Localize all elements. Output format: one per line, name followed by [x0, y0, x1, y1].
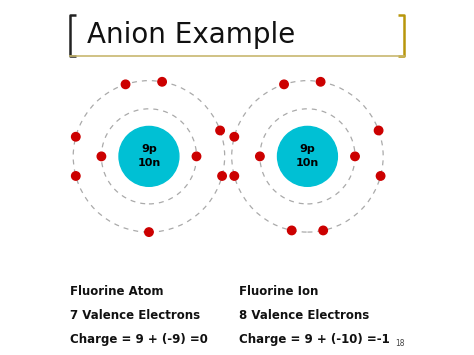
Text: 7 Valence Electrons: 7 Valence Electrons: [70, 310, 200, 322]
Circle shape: [121, 80, 130, 88]
Circle shape: [145, 228, 153, 236]
Text: 9p
10n: 9p 10n: [296, 144, 319, 168]
Circle shape: [72, 172, 80, 180]
Text: 18: 18: [395, 339, 404, 348]
Circle shape: [287, 226, 296, 235]
Circle shape: [158, 77, 166, 86]
Circle shape: [216, 126, 224, 135]
Circle shape: [351, 152, 359, 160]
Circle shape: [72, 132, 80, 141]
Circle shape: [316, 77, 325, 86]
Circle shape: [119, 126, 179, 186]
Text: 8 Valence Electrons: 8 Valence Electrons: [239, 310, 369, 322]
Circle shape: [277, 126, 337, 186]
Circle shape: [192, 152, 201, 160]
Circle shape: [218, 172, 226, 180]
Circle shape: [230, 172, 238, 180]
Circle shape: [319, 226, 328, 235]
Circle shape: [230, 132, 238, 141]
Circle shape: [280, 80, 288, 88]
Text: Fluorine Ion: Fluorine Ion: [239, 285, 318, 299]
Circle shape: [376, 172, 385, 180]
Circle shape: [255, 152, 264, 160]
Text: 9p
10n: 9p 10n: [137, 144, 161, 168]
Text: Anion Example: Anion Example: [87, 21, 296, 49]
Circle shape: [374, 126, 383, 135]
Text: Charge = 9 + (-9) =0: Charge = 9 + (-9) =0: [70, 333, 208, 346]
Text: Charge = 9 + (-10) =-1: Charge = 9 + (-10) =-1: [239, 333, 390, 346]
Text: Fluorine Atom: Fluorine Atom: [70, 285, 163, 299]
Circle shape: [97, 152, 106, 160]
